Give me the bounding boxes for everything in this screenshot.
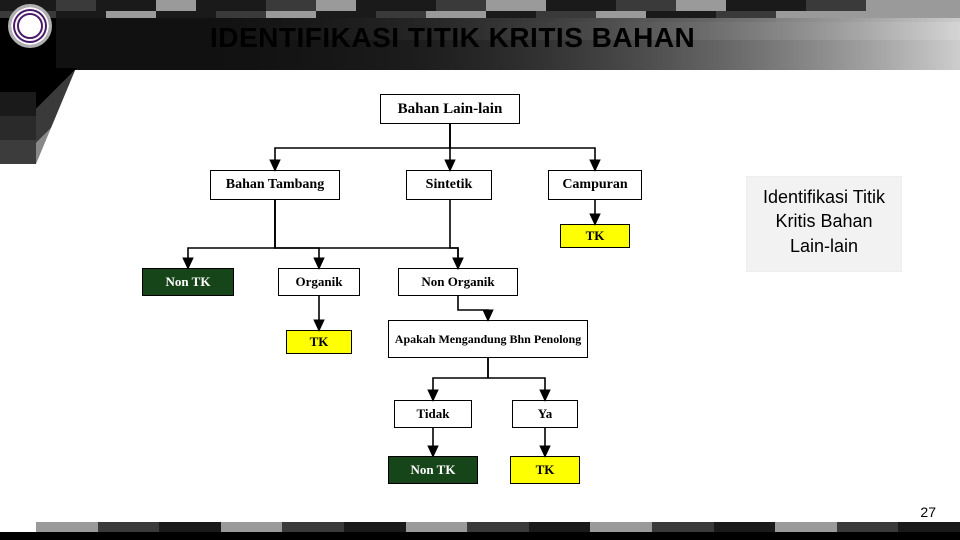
node-root: Bahan Lain-lain [380, 94, 520, 124]
edge-root-tambang [275, 124, 450, 170]
node-tidak: Tidak [394, 400, 472, 428]
edge-nonorg-penolong [458, 296, 488, 320]
node-sintetik: Sintetik [406, 170, 492, 200]
node-ya: Ya [512, 400, 578, 428]
bottom-bar [0, 532, 960, 540]
edge-tambang-organik [275, 200, 319, 268]
node-nontk1: Non TK [142, 268, 234, 296]
edge-penolong-tidak [433, 358, 488, 400]
node-tk2: TK [286, 330, 352, 354]
edge-sintetik-nonorg [450, 200, 458, 268]
node-penolong: Apakah Mengandung Bhn Penolong [388, 320, 588, 358]
node-tambang: Bahan Tambang [210, 170, 340, 200]
slide-root: IDENTIFIKASI TITIK KRITIS BAHAN Bahan La… [0, 0, 960, 540]
edge-tambang-nonorg [275, 200, 458, 268]
left-accent [0, 68, 36, 532]
node-campuran: Campuran [548, 170, 642, 200]
bottom-stripes [36, 522, 960, 532]
node-tk3: TK [510, 456, 580, 484]
logo-icon [8, 4, 52, 48]
edge-penolong-ya [488, 358, 545, 400]
side-caption: Identifikasi Titik Kritis Bahan Lain-lai… [746, 176, 902, 272]
node-organik: Organik [278, 268, 360, 296]
node-nontk2: Non TK [388, 456, 478, 484]
slide-number: 27 [920, 504, 936, 520]
edge-root-campuran [450, 124, 595, 170]
edge-tambang-nontk1 [188, 200, 275, 268]
left-accent-diag [36, 68, 76, 164]
side-caption-text: Identifikasi Titik Kritis Bahan Lain-lai… [763, 187, 885, 256]
slide-title: IDENTIFIKASI TITIK KRITIS BAHAN [210, 22, 695, 54]
node-nonorg: Non Organik [398, 268, 518, 296]
node-tk1: TK [560, 224, 630, 248]
